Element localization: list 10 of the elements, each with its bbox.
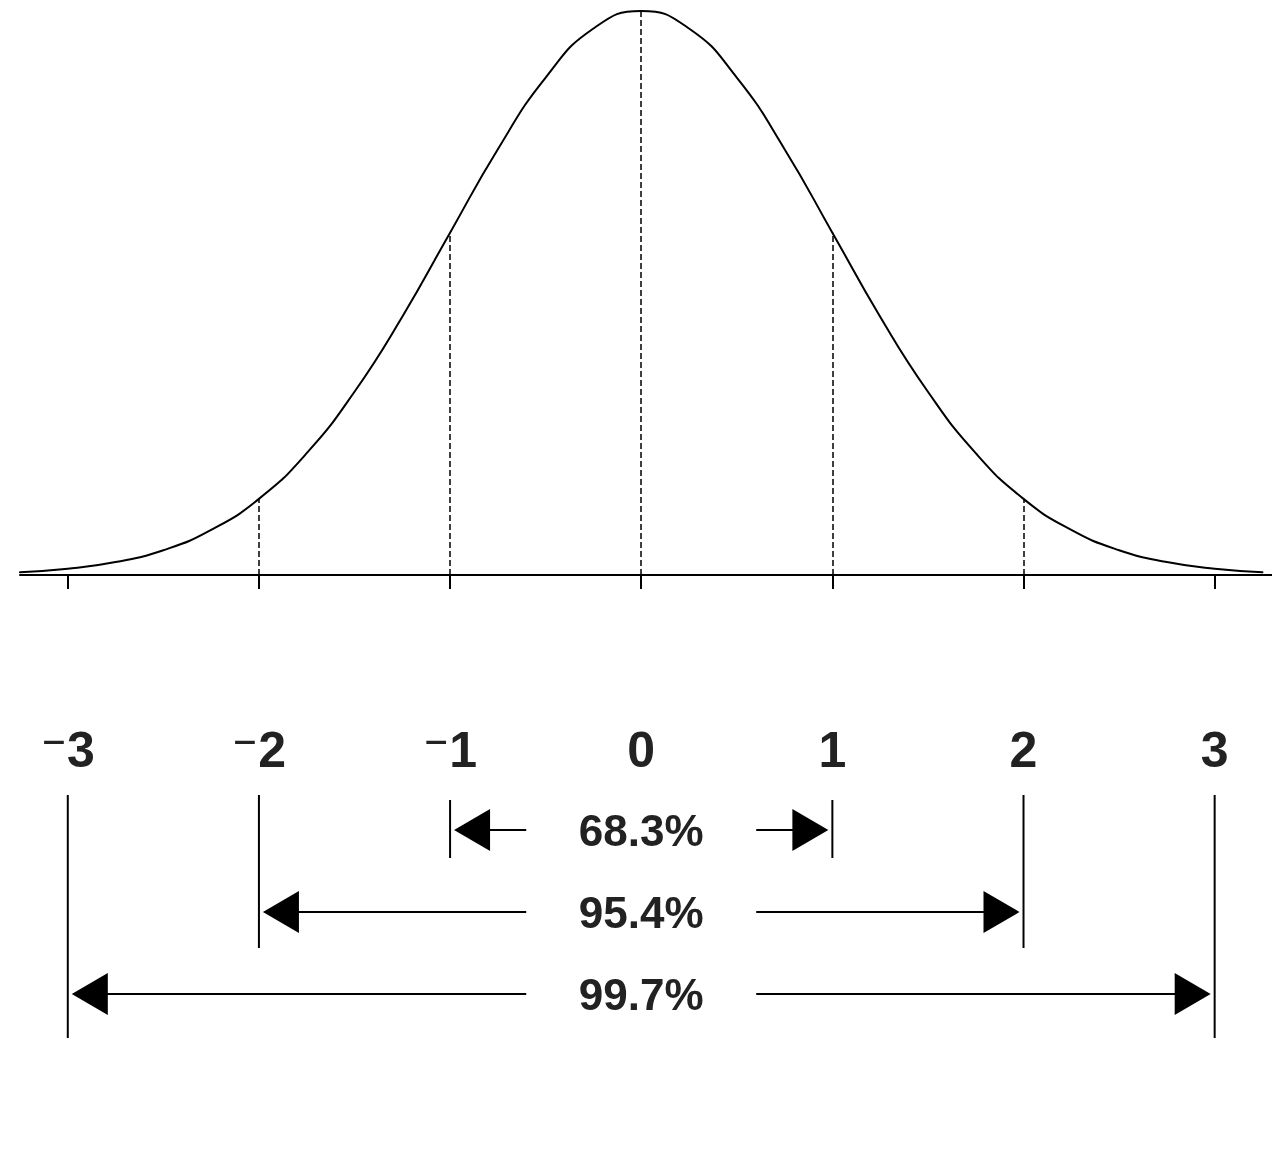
x-tick-label: ⁻3 bbox=[40, 722, 95, 778]
x-tick-label: 2 bbox=[1009, 722, 1038, 778]
x-tick-label: 1 bbox=[818, 722, 847, 778]
text: 99.7% bbox=[578, 969, 704, 1019]
x-tick-label: 0 bbox=[627, 722, 656, 778]
x-tick-label: ⁻1 bbox=[422, 722, 478, 778]
text: 95.4% bbox=[578, 887, 704, 937]
x-tick-label: ⁻2 bbox=[231, 722, 287, 778]
x-tick-label: 3 bbox=[1200, 722, 1229, 778]
text: 68.3% bbox=[578, 805, 704, 855]
